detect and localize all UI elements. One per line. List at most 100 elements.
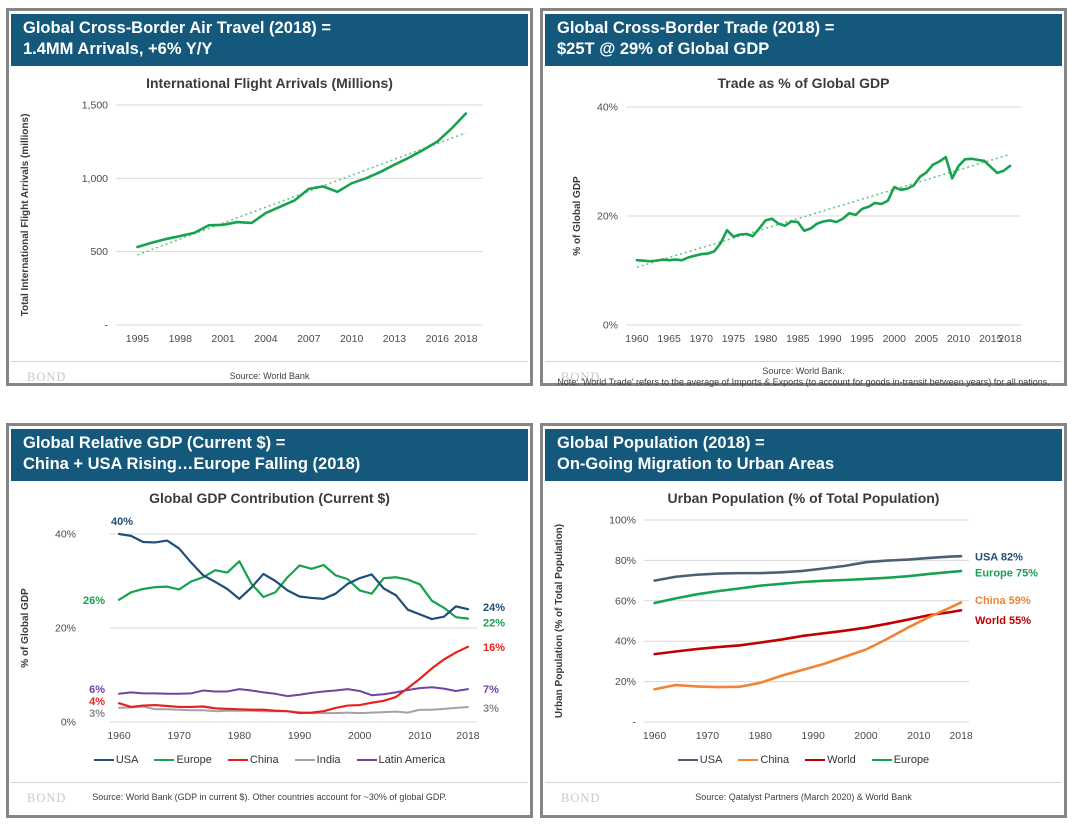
svg-text:2018: 2018 — [456, 730, 480, 742]
svg-text:60%: 60% — [615, 596, 636, 608]
bond-logo: BOND — [561, 790, 601, 805]
svg-text:24%: 24% — [483, 602, 505, 614]
legend-item-world: World — [805, 754, 856, 766]
svg-text:1960: 1960 — [625, 333, 649, 345]
panel-header-air-travel: Global Cross-Border Air Travel (2018) = … — [11, 14, 528, 67]
svg-text:1980: 1980 — [754, 333, 778, 345]
panel-air-travel: Global Cross-Border Air Travel (2018) = … — [6, 8, 533, 386]
panel-relative-gdp: Global Relative GDP (Current $) = China … — [6, 423, 533, 818]
svg-text:20%: 20% — [55, 623, 76, 635]
legend-label: China — [760, 754, 790, 767]
legend-swatch — [677, 759, 698, 762]
svg-text:1975: 1975 — [722, 333, 746, 345]
legend-label: China — [249, 754, 279, 767]
svg-text:1960: 1960 — [643, 730, 667, 742]
legend-swatch — [738, 759, 759, 762]
legend-item-europe: Europe — [154, 754, 212, 767]
source-note-line: Note: 'World Trade' refers to the averag… — [557, 377, 1050, 388]
svg-text:2005: 2005 — [915, 333, 939, 345]
svg-text:1970: 1970 — [690, 333, 714, 345]
svg-text:2010: 2010 — [408, 730, 432, 742]
svg-text:2018: 2018 — [998, 333, 1022, 345]
svg-text:1970: 1970 — [696, 730, 720, 742]
header-line-2: 1.4MM Arrivals, +6% Y/Y — [23, 40, 213, 59]
header-line-2: China + USA Rising…Europe Falling (2018) — [23, 455, 361, 474]
panel-population: Global Population (2018) = On-Going Migr… — [540, 423, 1067, 818]
svg-text:20%: 20% — [615, 676, 636, 688]
source-text: Source: World Bank. Note: 'World Trade' … — [545, 366, 1062, 389]
svg-text:1995: 1995 — [850, 333, 874, 345]
panel-footer: BOND Source: World Bank (GDP in current … — [11, 782, 528, 813]
svg-text:1990: 1990 — [801, 730, 825, 742]
source-text: Source: World Bank (GDP in current $). O… — [11, 792, 528, 804]
legend-swatch — [154, 759, 175, 762]
header-line-2: $25T @ 29% of Global GDP — [557, 40, 770, 59]
panel-footer: BOND Source: World Bank. Note: 'World Tr… — [545, 361, 1062, 392]
svg-text:1998: 1998 — [169, 333, 193, 345]
legend-swatch — [356, 759, 377, 762]
svg-text:2010: 2010 — [907, 730, 931, 742]
svg-text:7%: 7% — [483, 684, 499, 696]
svg-text:2000: 2000 — [854, 730, 878, 742]
chart-legend: USA Europe China India Latin America — [9, 754, 530, 766]
svg-text:3%: 3% — [483, 703, 499, 715]
chart-area: - 500 1,000 1,500 1995 1998 2001 2004 2007 2010 20… — [9, 93, 530, 361]
header-line-1: Global Cross-Border Trade (2018) = — [557, 19, 835, 37]
header-line-1: Global Population (2018) = — [557, 434, 765, 452]
svg-text:2018: 2018 — [949, 730, 973, 742]
svg-text:80%: 80% — [615, 555, 636, 567]
source-line: Source: Qatalyst Partners (March 2020) &… — [695, 792, 912, 803]
svg-text:2013: 2013 — [383, 333, 407, 345]
svg-text:% of Global GDP: % of Global GDP — [20, 588, 31, 668]
svg-text:2016: 2016 — [426, 333, 450, 345]
chart-title-gdp-contribution: Global GDP Contribution (Current $) — [149, 490, 390, 507]
chart-legend: USA China World Europe — [543, 754, 1064, 766]
legend-item-usa: USA — [677, 754, 723, 767]
line-chart-trade-pct-gdp: 0% 20% 40% 1960 1965 1970 1975 1980 1985 1990 1995… — [572, 102, 1022, 346]
chart-title-air-travel: International Flight Arrivals (Millions) — [146, 75, 393, 92]
svg-text:40%: 40% — [111, 516, 133, 528]
svg-text:6%: 6% — [89, 684, 105, 696]
svg-text:1985: 1985 — [786, 333, 810, 345]
svg-text:2018: 2018 — [454, 333, 478, 345]
legend-label: World — [827, 754, 856, 767]
chart-title-trade: Trade as % of Global GDP — [717, 75, 890, 92]
svg-text:Europe 75%: Europe 75% — [975, 568, 1038, 580]
legend-item-india: India — [294, 754, 341, 766]
legend-item-latin-america: Latin America — [356, 754, 446, 767]
line-chart-flight-arrivals: - 500 1,000 1,500 1995 1998 2001 2004 2007 2010 20… — [20, 100, 483, 345]
svg-text:1990: 1990 — [818, 333, 842, 345]
header-line-2: On-Going Migration to Urban Areas — [557, 455, 835, 474]
svg-text:500: 500 — [90, 246, 108, 258]
legend-label: USA — [115, 754, 139, 767]
svg-text:40%: 40% — [615, 636, 636, 648]
source-line: Source: World Bank — [229, 371, 310, 382]
svg-text:1980: 1980 — [228, 730, 252, 742]
svg-text:2010: 2010 — [340, 333, 364, 345]
svg-text:1960: 1960 — [107, 730, 131, 742]
legend-item-china: China — [227, 754, 279, 767]
svg-text:% of Global GDP: % of Global GDP — [572, 176, 583, 256]
svg-text:0%: 0% — [603, 320, 618, 332]
line-chart-urban-population: - 20% 40% 60% 80% 100% 1960 1970 1980 1990 2000 201… — [554, 515, 1038, 743]
svg-text:3%: 3% — [89, 708, 105, 720]
svg-text:-: - — [633, 717, 637, 729]
svg-text:26%: 26% — [83, 595, 105, 607]
panel-trade: Global Cross-Border Trade (2018) = $25T … — [540, 8, 1067, 387]
svg-text:-: - — [105, 320, 109, 332]
panel-header-relative-gdp: Global Relative GDP (Current $) = China … — [11, 429, 528, 482]
chart-area: - 20% 40% 60% 80% 100% 1960 1970 1980 1990 2000 201… — [543, 508, 1064, 754]
svg-text:100%: 100% — [609, 515, 636, 527]
legend-label: Europe — [176, 754, 212, 767]
svg-text:2004: 2004 — [254, 333, 278, 345]
legend-label: Latin America — [378, 754, 446, 767]
header-line-1: Global Cross-Border Air Travel (2018) = — [23, 19, 331, 37]
chart-area: 0% 20% 40% 1960 1970 1980 1990 2000 2010 2018 % of… — [9, 508, 530, 754]
svg-text:1,000: 1,000 — [82, 173, 108, 185]
legend-label: USA — [699, 754, 723, 767]
panel-footer: BOND Source: Qatalyst Partners (March 20… — [545, 782, 1062, 813]
svg-text:1995: 1995 — [126, 333, 150, 345]
header-line-1: Global Relative GDP (Current $) = — [23, 434, 286, 452]
legend-item-usa: USA — [93, 754, 139, 767]
bond-logo: BOND — [27, 790, 67, 805]
